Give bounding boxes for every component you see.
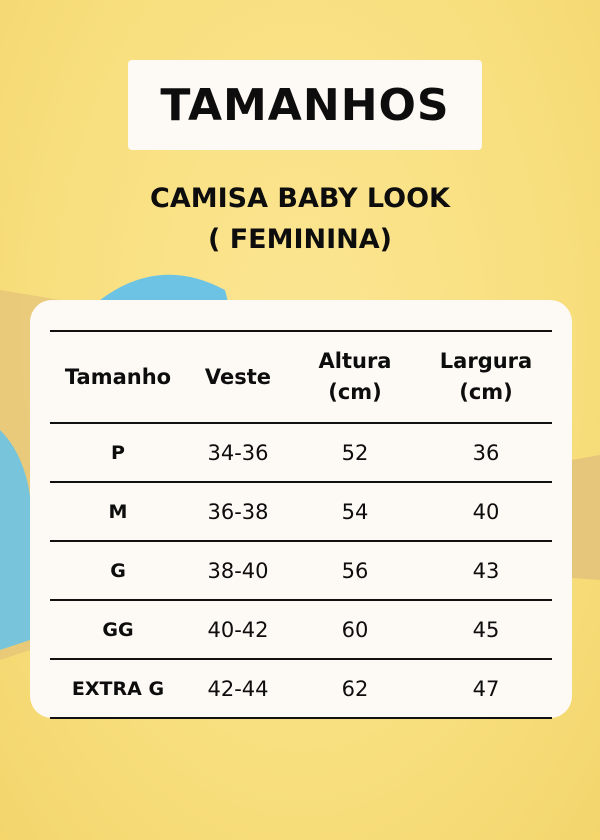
cell-largura: 45	[472, 617, 500, 642]
table-row: G 38-40 56 43	[50, 540, 552, 599]
cell-size: G	[110, 559, 126, 582]
cell-size: M	[108, 500, 128, 523]
cell-altura: 62	[341, 676, 369, 701]
table-row: M 36-38 54 40	[50, 481, 552, 540]
header-tamanho: Tamanho	[64, 364, 172, 389]
cell-altura: 54	[341, 499, 369, 524]
cell-largura: 47	[472, 676, 500, 701]
cell-largura: 40	[472, 499, 500, 524]
cell-size: P	[111, 441, 125, 464]
subtitle-line1: CAMISA BABY LOOK	[150, 183, 450, 214]
table-header: Tamanho Veste Altura (cm) Largura (cm)	[50, 330, 552, 422]
table-row: GG 40-42 60 45	[50, 599, 552, 658]
title-box: TAMANHOS	[128, 60, 482, 150]
cell-veste: 40-42	[207, 617, 269, 642]
table-row: EXTRA G 42-44 62 47	[50, 658, 552, 719]
cell-size: GG	[102, 618, 134, 641]
cell-altura: 60	[341, 617, 369, 642]
table-row: P 34-36 52 36	[50, 422, 552, 481]
header-altura: Altura (cm)	[318, 349, 392, 404]
cell-veste: 36-38	[207, 499, 269, 524]
header-largura: Largura (cm)	[439, 349, 533, 404]
page-title: TAMANHOS	[160, 79, 450, 131]
cell-altura: 56	[341, 558, 369, 583]
cell-largura: 43	[472, 558, 500, 583]
cell-size: EXTRA G	[71, 677, 165, 700]
cell-veste: 42-44	[207, 676, 269, 701]
cell-largura: 36	[472, 440, 500, 465]
cell-altura: 52	[341, 440, 369, 465]
header-veste: Veste	[204, 364, 272, 389]
size-table-card: Tamanho Veste Altura (cm) Largura (cm) P 34…	[30, 300, 572, 719]
size-table: Tamanho Veste Altura (cm) Largura (cm) P 34…	[50, 330, 552, 719]
cell-veste: 34-36	[207, 440, 269, 465]
cell-veste: 38-40	[207, 558, 269, 583]
subtitle-line2: ( FEMININA)	[207, 224, 393, 255]
